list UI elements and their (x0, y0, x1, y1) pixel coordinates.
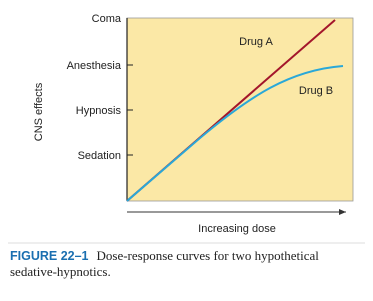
level-label: Anesthesia (67, 60, 122, 72)
level-label: Hypnosis (76, 105, 122, 117)
level-label: Coma (92, 13, 122, 25)
level-label: Sedation (78, 150, 121, 162)
plot-area (126, 17, 354, 202)
curve-label: Drug B (299, 85, 333, 97)
curve-drug-b (126, 65, 344, 202)
caption-line: Dose-response curves for two hypothetica… (97, 248, 320, 263)
y-axis-label: CNS effects (33, 82, 45, 141)
caption-line: sedative-hypnotics. (10, 264, 111, 279)
caption-label: FIGURE 22–1 (10, 249, 89, 263)
x-axis-label: Increasing dose (198, 223, 276, 235)
curve-label: Drug A (239, 36, 273, 48)
caption: FIGURE 22–1 Dose-response curves for two… (10, 247, 319, 264)
